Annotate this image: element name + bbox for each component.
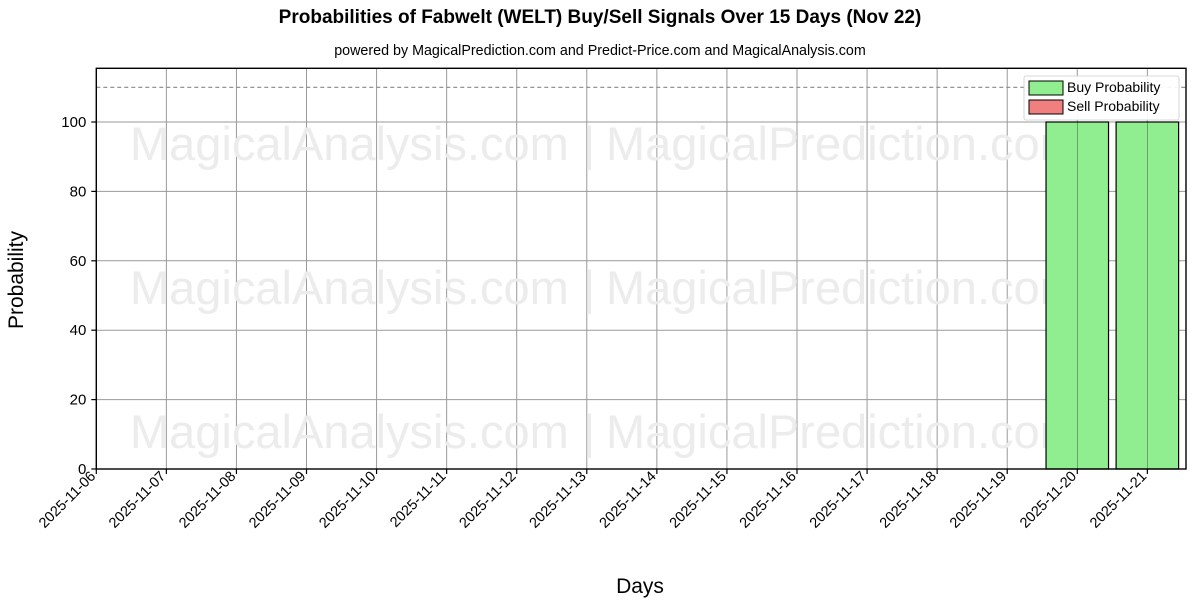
svg-text:2025-11-21: 2025-11-21 [1087, 469, 1150, 532]
svg-text:MagicalAnalysis.com: MagicalAnalysis.com [130, 117, 569, 170]
svg-text:2025-11-12: 2025-11-12 [457, 469, 520, 532]
svg-text:Probability: Probability [5, 230, 28, 329]
svg-text:Sell Probability: Sell Probability [1067, 98, 1160, 114]
svg-text:MagicalPrediction.com: MagicalPrediction.com [606, 261, 1079, 314]
svg-text:60: 60 [70, 253, 87, 270]
svg-text:MagicalAnalysis.com: MagicalAnalysis.com [130, 405, 569, 458]
svg-text:Days: Days [616, 575, 664, 598]
svg-text:2025-11-06: 2025-11-06 [36, 469, 99, 532]
svg-text:20: 20 [70, 392, 87, 409]
svg-text:2025-11-16: 2025-11-16 [737, 469, 800, 532]
svg-text:100: 100 [61, 114, 86, 131]
svg-text:2025-11-17: 2025-11-17 [807, 469, 870, 532]
svg-text:MagicalPrediction.com: MagicalPrediction.com [606, 405, 1079, 458]
svg-text:2025-11-15: 2025-11-15 [667, 469, 730, 532]
svg-text:80: 80 [70, 183, 87, 200]
svg-text:2025-11-11: 2025-11-11 [387, 469, 449, 531]
svg-text:2025-11-14: 2025-11-14 [597, 469, 660, 532]
svg-text:2025-11-08: 2025-11-08 [176, 469, 239, 532]
svg-text:|: | [583, 117, 595, 170]
svg-text:2025-11-18: 2025-11-18 [877, 469, 940, 532]
svg-text:2025-11-13: 2025-11-13 [527, 469, 590, 532]
svg-text:2025-11-10: 2025-11-10 [316, 469, 379, 532]
svg-text:2025-11-09: 2025-11-09 [246, 469, 309, 532]
svg-text:2025-11-19: 2025-11-19 [947, 469, 1010, 532]
svg-text:2025-11-07: 2025-11-07 [106, 469, 169, 532]
svg-text:MagicalAnalysis.com: MagicalAnalysis.com [130, 261, 569, 314]
svg-text:Buy Probability: Buy Probability [1067, 79, 1160, 95]
svg-text:MagicalPrediction.com: MagicalPrediction.com [606, 117, 1079, 170]
svg-text:|: | [583, 261, 595, 314]
svg-text:40: 40 [70, 322, 87, 339]
svg-text:2025-11-20: 2025-11-20 [1017, 469, 1080, 532]
svg-text:|: | [583, 405, 595, 458]
